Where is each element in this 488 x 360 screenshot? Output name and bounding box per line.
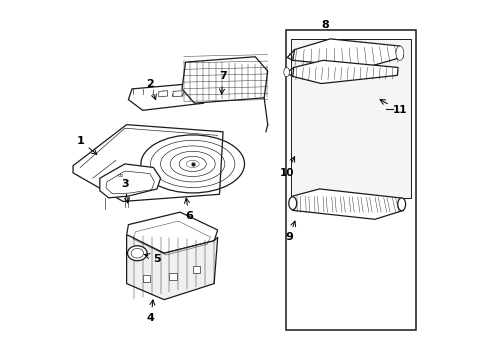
Polygon shape xyxy=(292,39,403,67)
Polygon shape xyxy=(73,125,223,202)
Ellipse shape xyxy=(127,246,147,261)
Text: 10: 10 xyxy=(279,157,294,178)
Polygon shape xyxy=(192,266,200,273)
Text: ob: ob xyxy=(118,173,124,178)
Polygon shape xyxy=(182,57,267,103)
Bar xyxy=(285,30,415,330)
Polygon shape xyxy=(173,91,182,97)
Text: 6: 6 xyxy=(184,198,193,221)
Text: 3: 3 xyxy=(121,179,129,203)
Text: 7: 7 xyxy=(219,71,226,94)
Ellipse shape xyxy=(283,67,289,77)
Text: 9: 9 xyxy=(285,221,295,242)
Ellipse shape xyxy=(288,197,296,210)
Polygon shape xyxy=(292,189,403,219)
Text: 4: 4 xyxy=(147,300,155,323)
Polygon shape xyxy=(126,235,217,300)
Polygon shape xyxy=(292,60,397,84)
Polygon shape xyxy=(106,171,154,194)
Text: 8: 8 xyxy=(320,19,328,30)
Text: 11: 11 xyxy=(379,100,407,115)
Ellipse shape xyxy=(397,198,405,211)
Text: 5: 5 xyxy=(144,253,161,264)
Bar xyxy=(290,39,410,198)
Text: 2: 2 xyxy=(145,78,156,100)
Polygon shape xyxy=(159,91,167,97)
Polygon shape xyxy=(142,275,149,282)
Polygon shape xyxy=(126,212,217,253)
Text: 1: 1 xyxy=(76,136,97,154)
Polygon shape xyxy=(100,164,160,198)
Ellipse shape xyxy=(395,46,403,60)
Polygon shape xyxy=(169,273,176,280)
Polygon shape xyxy=(128,84,206,111)
